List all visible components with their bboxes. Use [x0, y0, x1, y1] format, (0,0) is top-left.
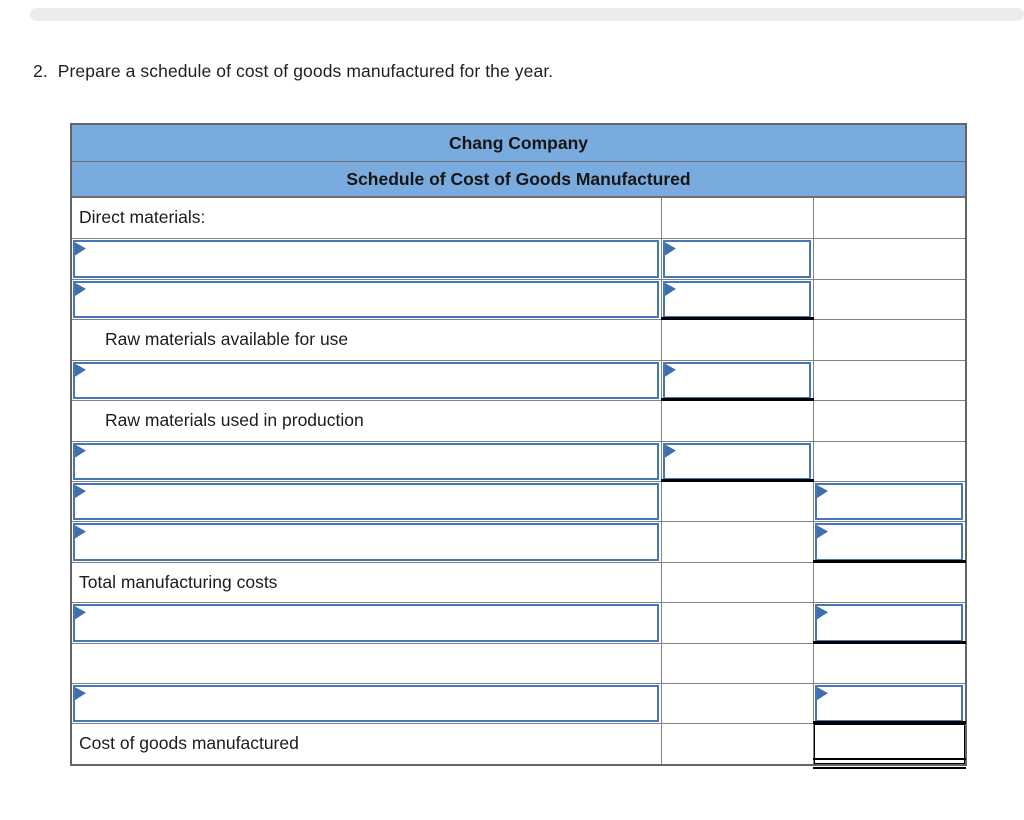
empty-cell [813, 401, 965, 441]
answer-dropdown-input[interactable] [815, 604, 963, 642]
table-subtitle: Schedule of Cost of Goods Manufactured [72, 162, 965, 198]
row-label: Cost of goods manufactured [79, 733, 299, 754]
answer-cell [72, 280, 661, 319]
dropdown-flag-icon [817, 687, 828, 701]
amount-cell [813, 481, 965, 522]
dropdown-flag-icon [665, 242, 676, 256]
top-scrollbar [30, 8, 1024, 21]
empty-cell [813, 360, 965, 401]
empty-cell [661, 522, 813, 562]
dropdown-flag-icon [665, 444, 676, 458]
table-row: Direct materials: [72, 198, 965, 239]
table-row: Cost of goods manufactured [72, 723, 966, 770]
row-label-cell: Direct materials: [72, 198, 661, 238]
empty-cell [661, 724, 813, 764]
row-label: Raw materials used in production [105, 410, 364, 431]
empty-cell [661, 684, 813, 724]
table-body: Direct materials: Raw materials available… [72, 198, 966, 770]
answer-dropdown-input[interactable] [815, 482, 963, 521]
empty-cell [72, 644, 661, 683]
empty-cell [661, 643, 813, 684]
empty-cell [661, 320, 813, 360]
answer-dropdown-input[interactable] [73, 280, 659, 319]
cogm-schedule-table: Chang Company Schedule of Cost of Goods … [70, 123, 967, 770]
row-label-cell: Cost of goods manufactured [72, 724, 661, 763]
row-label: Direct materials: [79, 207, 206, 227]
answer-cell [72, 361, 661, 400]
answer-dropdown-input[interactable] [663, 442, 811, 480]
answer-dropdown-input[interactable] [73, 442, 659, 480]
empty-cell [813, 320, 965, 360]
answer-cell [72, 239, 661, 278]
dropdown-flag-icon [665, 363, 676, 377]
answer-cell [72, 522, 661, 561]
answer-dropdown-input[interactable] [663, 280, 811, 319]
table-row [72, 521, 966, 564]
row-label: Raw materials available for use [105, 329, 349, 350]
dropdown-flag-icon [817, 606, 828, 620]
empty-cell [813, 279, 965, 320]
answer-dropdown-input[interactable] [815, 523, 963, 561]
answer-cell [72, 482, 661, 521]
empty-cell [813, 643, 965, 684]
table-row [72, 642, 965, 684]
amount-cell [813, 603, 966, 645]
table-row [72, 480, 965, 522]
dropdown-flag-icon [75, 525, 86, 539]
dropdown-flag-icon [665, 282, 676, 296]
dropdown-flag-icon [817, 525, 828, 539]
table-row [72, 440, 965, 483]
answer-dropdown-input[interactable] [73, 361, 659, 400]
final-total-cell [813, 724, 966, 770]
table-row [72, 602, 966, 645]
answer-dropdown-input[interactable] [73, 604, 659, 642]
empty-cell [813, 198, 965, 239]
table-row [72, 278, 965, 321]
row-label-cell: Raw materials used in production [72, 401, 661, 440]
dropdown-flag-icon [75, 363, 86, 377]
empty-cell [661, 401, 813, 441]
answer-cell [72, 442, 661, 481]
answer-dropdown-input[interactable] [73, 240, 659, 278]
row-label-cell: Total manufacturing costs [72, 563, 661, 602]
amount-cell [813, 522, 966, 564]
instruction-text: 2. Prepare a schedule of cost of goods m… [33, 61, 554, 81]
answer-dropdown-input[interactable] [815, 685, 963, 723]
empty-cell [813, 441, 965, 481]
table-row: Raw materials used in production [72, 400, 965, 441]
table-row [72, 683, 966, 725]
empty-cell [661, 198, 813, 239]
answer-cell [72, 684, 661, 723]
table-row [72, 359, 965, 402]
dropdown-flag-icon [817, 484, 828, 499]
amount-cell [661, 360, 814, 402]
dropdown-flag-icon [75, 444, 86, 458]
table-row: Raw materials available for use [72, 319, 965, 360]
empty-cell [661, 481, 813, 522]
empty-cell [813, 562, 965, 603]
table-title: Chang Company [72, 125, 965, 162]
amount-cell [813, 684, 966, 725]
row-label-cell: Raw materials available for use [72, 320, 661, 359]
amount-cell [661, 239, 813, 279]
dropdown-flag-icon [75, 282, 86, 296]
row-label: Total manufacturing costs [79, 571, 278, 592]
table-row [72, 238, 965, 279]
dropdown-flag-icon [75, 606, 86, 620]
empty-cell [813, 239, 965, 279]
empty-cell [661, 603, 813, 643]
dropdown-flag-icon [75, 242, 86, 256]
answer-dropdown-input[interactable] [73, 523, 659, 561]
answer-dropdown-input[interactable] [663, 361, 811, 400]
dropdown-flag-icon [75, 687, 86, 701]
dropdown-flag-icon [75, 484, 86, 499]
amount-cell [661, 441, 814, 483]
answer-dropdown-input[interactable] [73, 685, 659, 723]
table-row: Total manufacturing costs [72, 561, 965, 603]
answer-dropdown-input[interactable] [73, 482, 659, 521]
empty-cell [661, 562, 813, 603]
answer-dropdown-input[interactable] [663, 240, 811, 278]
amount-cell [661, 279, 814, 321]
answer-cell [72, 603, 661, 642]
